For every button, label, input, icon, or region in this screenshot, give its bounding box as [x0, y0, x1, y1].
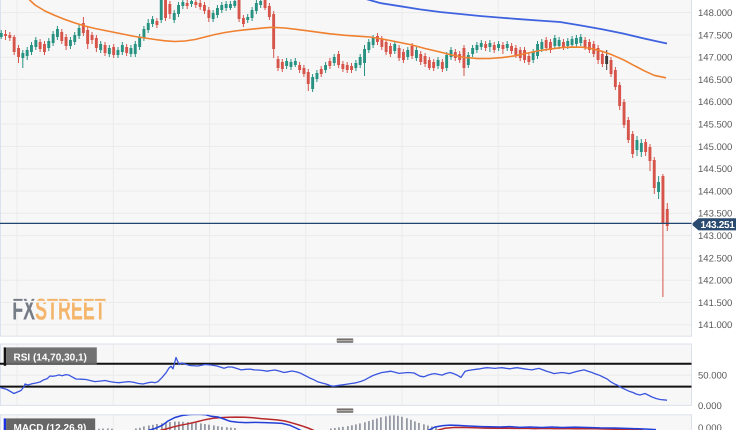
svg-text:142.000: 142.000 [698, 276, 732, 287]
svg-text:144.500: 144.500 [698, 164, 732, 175]
svg-text:147.500: 147.500 [698, 30, 732, 41]
svg-text:142.500: 142.500 [698, 253, 732, 264]
svg-text:145.500: 145.500 [698, 120, 732, 131]
svg-text:MACD (12,26,9): MACD (12,26,9) [14, 423, 87, 430]
svg-text:147.000: 147.000 [698, 53, 732, 64]
svg-text:146.000: 146.000 [698, 97, 732, 108]
svg-text:141.000: 141.000 [698, 320, 732, 331]
svg-text:143.251: 143.251 [701, 220, 736, 231]
svg-text:144.000: 144.000 [698, 186, 732, 197]
svg-text:143.000: 143.000 [698, 231, 732, 242]
svg-text:0.000: 0.000 [698, 423, 722, 430]
svg-text:148.000: 148.000 [698, 8, 732, 19]
svg-text:0.000: 0.000 [698, 401, 722, 412]
svg-text:50.000: 50.000 [698, 370, 727, 381]
svg-text:145.000: 145.000 [698, 142, 732, 153]
svg-text:143.500: 143.500 [698, 209, 732, 220]
svg-text:146.500: 146.500 [698, 75, 732, 86]
svg-text:RSI (14,70,30,1): RSI (14,70,30,1) [14, 353, 87, 364]
svg-text:FXSTREET: FXSTREET [12, 293, 106, 326]
svg-text:141.500: 141.500 [698, 298, 732, 309]
